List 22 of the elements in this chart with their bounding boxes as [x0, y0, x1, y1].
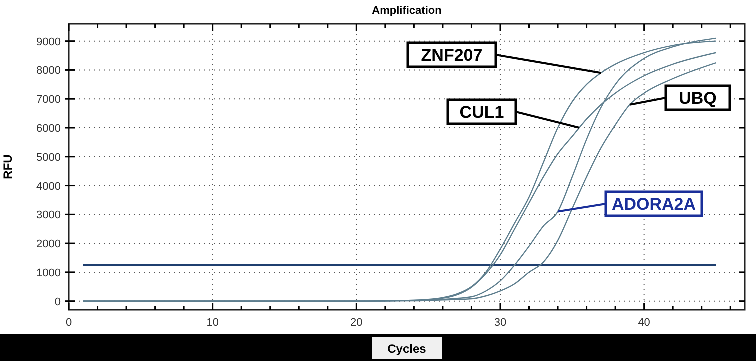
y-axis-title: RFU [1, 154, 15, 180]
x-tick-label: 40 [638, 317, 650, 329]
y-tick-label: 3000 [36, 210, 61, 222]
x-tick-label: 0 [66, 317, 72, 329]
annotation: UBQ [679, 89, 717, 108]
y-tick-label: 6000 [36, 123, 61, 135]
chart-title: Amplification [372, 5, 442, 17]
annotation: ZNF207 [421, 46, 483, 65]
y-tick-label: 5000 [36, 152, 61, 164]
y-tick-label: 8000 [36, 65, 61, 78]
x-tick-label: 20 [350, 317, 363, 329]
x-tick-label: 10 [206, 317, 219, 329]
y-tick-label: 1000 [36, 267, 61, 280]
y-tick-label: 0 [54, 296, 61, 308]
annotation: CUL1 [460, 103, 504, 122]
y-tick-label: 4000 [36, 180, 61, 193]
x-tick-label: 30 [494, 317, 507, 329]
y-tick-label: 9000 [36, 36, 61, 48]
annotation: ADORA2A [612, 195, 696, 214]
y-tick-label: 2000 [36, 238, 61, 251]
y-tick-label: 7000 [36, 94, 61, 106]
x-axis-title: Cycles [388, 342, 427, 356]
